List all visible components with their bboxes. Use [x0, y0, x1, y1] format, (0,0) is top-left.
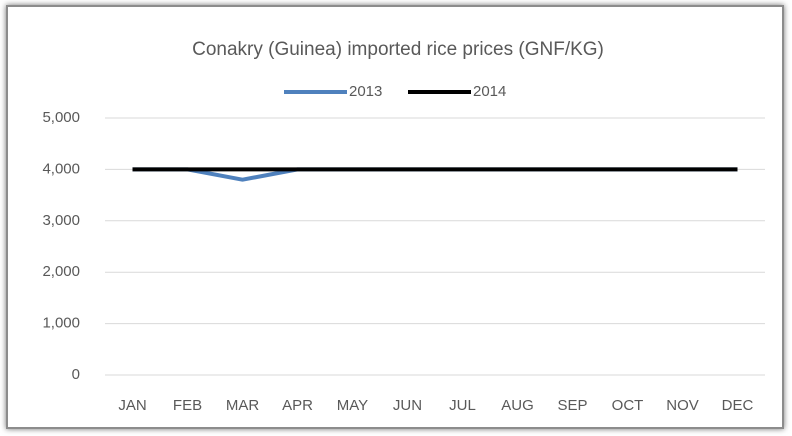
y-tick-label: 1,000	[42, 315, 80, 332]
x-tick-label: OCT	[612, 397, 644, 414]
y-tick-label: 3,000	[42, 212, 80, 229]
chart-title: Conakry (Guinea) imported rice prices (G…	[192, 39, 604, 60]
legend-label: 2014	[473, 83, 506, 100]
x-tick-label: APR	[282, 397, 313, 414]
x-tick-label: NOV	[666, 397, 699, 414]
x-tick-label: DEC	[722, 397, 754, 414]
y-tick-label: 4,000	[42, 160, 80, 177]
x-tick-label: JAN	[118, 397, 146, 414]
x-tick-label: FEB	[173, 397, 202, 414]
x-tick-label: MAY	[337, 397, 368, 414]
x-tick-label: JUN	[393, 397, 422, 414]
y-tick-label: 2,000	[42, 263, 80, 280]
chart-frame	[6, 5, 784, 429]
x-tick-label: JUL	[449, 397, 476, 414]
y-tick-label: 5,000	[42, 109, 80, 126]
y-tick-label: 0	[72, 366, 80, 383]
legend-label: 2013	[349, 83, 382, 100]
x-tick-label: MAR	[226, 397, 260, 414]
x-tick-label: AUG	[501, 397, 534, 414]
x-tick-label: SEP	[557, 397, 587, 414]
